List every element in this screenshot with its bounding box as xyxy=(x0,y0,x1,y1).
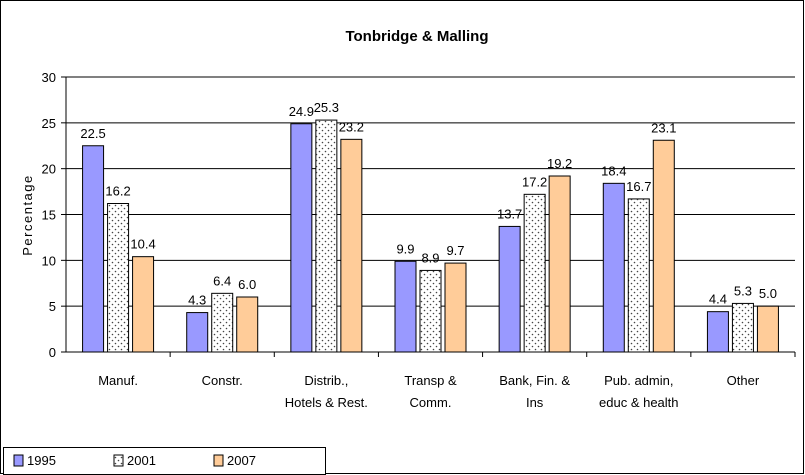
x-tick-label: Pub. admin, educ & health xyxy=(599,373,679,410)
value-label: 25.3 xyxy=(314,100,339,115)
value-label: 24.9 xyxy=(289,104,314,119)
x-tick-label: Distrib., Hotels & Rest. xyxy=(285,373,368,410)
value-label: 4.3 xyxy=(188,293,206,308)
x-tick-label: Other xyxy=(727,373,760,388)
legend-box xyxy=(3,447,326,475)
value-label: 16.2 xyxy=(105,184,130,199)
y-tick-label: 10 xyxy=(42,253,56,268)
y-axis-label: Percentage xyxy=(20,174,35,256)
bar xyxy=(706,311,729,353)
legend-label: 2007 xyxy=(227,453,256,468)
value-label: 9.7 xyxy=(446,243,464,258)
legend-swatch xyxy=(13,454,24,467)
bar xyxy=(236,296,259,353)
value-label: 23.1 xyxy=(651,120,676,135)
bar xyxy=(498,225,521,353)
value-label: 22.5 xyxy=(80,126,105,141)
bar xyxy=(132,256,155,353)
bar xyxy=(627,198,650,353)
value-label: 5.0 xyxy=(759,286,777,301)
value-label: 19.2 xyxy=(547,156,572,171)
legend-label: 1995 xyxy=(27,453,56,468)
value-label: 17.2 xyxy=(522,174,547,189)
bar xyxy=(315,119,338,353)
legend-swatch xyxy=(113,454,124,467)
bar xyxy=(107,203,130,353)
value-label: 16.7 xyxy=(626,179,651,194)
y-tick-label: 15 xyxy=(42,208,56,223)
value-label: 23.2 xyxy=(339,119,364,134)
bar xyxy=(731,302,754,353)
bar xyxy=(186,312,209,353)
value-label: 13.7 xyxy=(497,206,522,221)
legend-label: 2001 xyxy=(127,453,156,468)
x-tick-label: Transp & Comm. xyxy=(404,373,457,410)
value-label: 8.9 xyxy=(421,250,439,265)
bar xyxy=(419,269,442,353)
bar xyxy=(444,262,467,353)
bar xyxy=(602,182,625,353)
bar xyxy=(548,175,571,353)
bar xyxy=(340,138,363,353)
y-tick-label: 5 xyxy=(49,299,56,314)
y-tick-label: 30 xyxy=(42,70,56,85)
chart-title: Tonbridge & Malling xyxy=(345,28,488,45)
bar xyxy=(82,145,105,353)
y-tick-label: 0 xyxy=(49,345,56,360)
value-label: 6.4 xyxy=(213,273,231,288)
x-tick-label: Constr. xyxy=(202,373,243,388)
bar xyxy=(211,292,234,353)
value-label: 4.4 xyxy=(709,292,727,307)
y-tick-label: 25 xyxy=(42,116,56,131)
value-label: 18.4 xyxy=(601,163,626,178)
legend-swatch xyxy=(213,454,224,467)
value-label: 10.4 xyxy=(130,237,155,252)
value-label: 5.3 xyxy=(734,283,752,298)
bar xyxy=(756,305,779,353)
value-label: 6.0 xyxy=(238,277,256,292)
x-tick-label: Bank, Fin. & Ins xyxy=(499,373,570,410)
x-tick-label: Manuf. xyxy=(98,373,138,388)
bar xyxy=(523,193,546,353)
bar xyxy=(394,260,417,353)
bar xyxy=(652,139,675,353)
value-label: 9.9 xyxy=(396,241,414,256)
y-tick-label: 20 xyxy=(42,162,56,177)
bar xyxy=(290,123,313,353)
